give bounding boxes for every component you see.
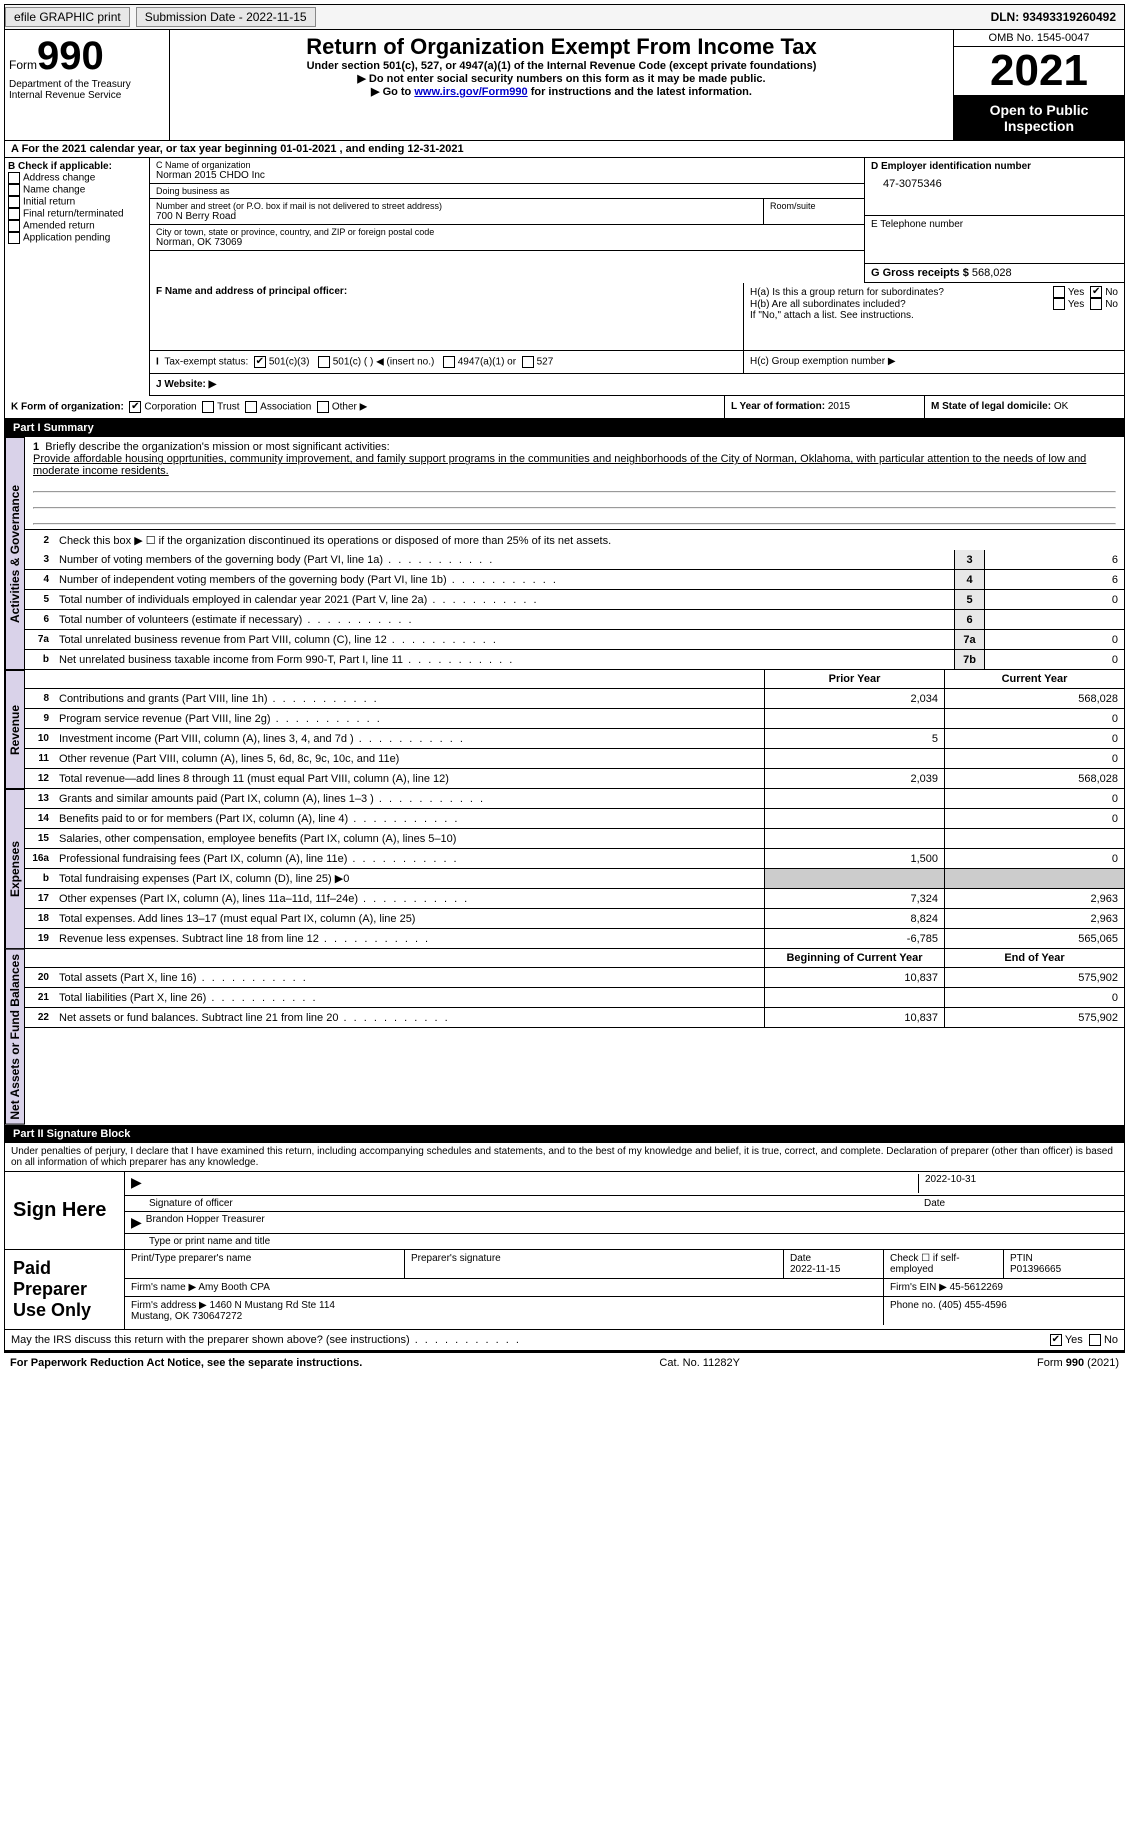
501c-checkbox[interactable]	[318, 356, 330, 368]
may-discuss-row: May the IRS discuss this return with the…	[4, 1330, 1125, 1351]
form-org-row: K Form of organization: Corporation Trus…	[5, 396, 724, 418]
mission-cell: 1 Briefly describe the organization's mi…	[25, 437, 1124, 530]
section-note: Under section 501(c), 527, or 4947(a)(1)…	[178, 60, 945, 72]
ha-no-checkbox[interactable]	[1090, 286, 1102, 298]
officer-name-title: Brandon Hopper Treasurer	[146, 1214, 265, 1231]
org-name-cell: C Name of organization Norman 2015 CHDO …	[150, 158, 864, 184]
may-no-checkbox[interactable]	[1089, 1334, 1101, 1346]
may-yes-checkbox[interactable]	[1050, 1334, 1062, 1346]
phone-cell: E Telephone number	[864, 216, 1124, 264]
state-domicile: M State of legal domicile: OK	[924, 396, 1124, 418]
final-return-checkbox[interactable]	[8, 208, 20, 220]
firm-addr-cell: Firm's address ▶ 1460 N Mustang Rd Ste 1…	[125, 1297, 884, 1325]
current-year-header: Current Year	[944, 670, 1124, 688]
firm-name-cell: Firm's name ▶ Amy Booth CPA	[125, 1279, 884, 1296]
form-title: Return of Organization Exempt From Incom…	[178, 34, 945, 60]
submission-date-button[interactable]: Submission Date - 2022-11-15	[136, 7, 316, 27]
arrow-icon: ▶	[131, 1214, 142, 1231]
revenue-label: Revenue	[5, 670, 25, 789]
name-change-checkbox[interactable]	[8, 184, 20, 196]
hb-no-checkbox[interactable]	[1090, 298, 1102, 310]
ha-yes-checkbox[interactable]	[1053, 286, 1065, 298]
501c3-checkbox[interactable]	[254, 356, 266, 368]
firm-ein-cell: Firm's EIN ▶ 45-5612269	[884, 1279, 1124, 1296]
ein-cell: D Employer identification number 47-3075…	[864, 158, 1124, 216]
expenses-label: Expenses	[5, 789, 25, 949]
ptin-cell: PTINP01396665	[1004, 1250, 1124, 1278]
4947-checkbox[interactable]	[443, 356, 455, 368]
ssn-note: ▶ Do not enter social security numbers o…	[178, 72, 945, 85]
end-year-header: End of Year	[944, 949, 1124, 967]
net-assets-label: Net Assets or Fund Balances	[5, 949, 25, 1125]
hc-cell: H(c) Group exemption number ▶	[744, 351, 1124, 373]
omb-number: OMB No. 1545-0047	[954, 30, 1124, 47]
footer: For Paperwork Reduction Act Notice, see …	[4, 1351, 1125, 1373]
527-checkbox[interactable]	[522, 356, 534, 368]
form-header: Form990 Department of the Treasury Inter…	[4, 30, 1125, 141]
prior-year-header: Prior Year	[764, 670, 944, 688]
sig-officer-label: Signature of officer	[131, 1198, 918, 1209]
activities-governance-label: Activities & Governance	[5, 437, 25, 670]
dba-cell: Doing business as	[150, 184, 864, 199]
tax-year: 2021	[954, 47, 1124, 96]
address-change-checkbox[interactable]	[8, 172, 20, 184]
city-cell: City or town, state or province, country…	[150, 225, 864, 251]
officer-cell: F Name and address of principal officer:	[150, 283, 744, 350]
hb-yes-checkbox[interactable]	[1053, 298, 1065, 310]
perjury-text: Under penalties of perjury, I declare th…	[4, 1143, 1125, 1172]
part-ii-header: Part II Signature Block	[4, 1125, 1125, 1143]
room-cell: Room/suite	[764, 199, 864, 224]
assoc-checkbox[interactable]	[245, 401, 257, 413]
firm-phone-cell: Phone no. (405) 455-4596	[884, 1297, 1124, 1325]
prep-sig-label: Preparer's signature	[405, 1250, 784, 1278]
beg-year-header: Beginning of Current Year	[764, 949, 944, 967]
sig-date: 2022-10-31	[918, 1174, 1118, 1193]
link-note: ▶ Go to www.irs.gov/Form990 for instruct…	[178, 85, 945, 98]
tax-exempt-row: I Tax-exempt status: 501(c)(3) 501(c) ( …	[150, 351, 744, 373]
year-formation: L Year of formation: 2015	[724, 396, 924, 418]
initial-return-checkbox[interactable]	[8, 196, 20, 208]
other-checkbox[interactable]	[317, 401, 329, 413]
prep-date-cell: Date2022-11-15	[784, 1250, 884, 1278]
corp-checkbox[interactable]	[129, 401, 141, 413]
open-inspection: Open to Public Inspection	[954, 96, 1124, 140]
toolbar: efile GRAPHIC print Submission Date - 20…	[4, 4, 1125, 30]
dept-treasury: Department of the Treasury Internal Reve…	[9, 79, 165, 101]
trust-checkbox[interactable]	[202, 401, 214, 413]
prep-name-label: Print/Type preparer's name	[125, 1250, 405, 1278]
gross-cell: G Gross receipts $ 568,028	[864, 264, 1124, 283]
irs-link[interactable]: www.irs.gov/Form990	[414, 86, 527, 98]
paid-preparer-label: Paid Preparer Use Only	[5, 1250, 125, 1329]
col-b-checkboxes: B Check if applicable: Address change Na…	[5, 158, 150, 396]
self-employed-cell: Check ☐ if self-employed	[884, 1250, 1004, 1278]
period-row: A For the 2021 calendar year, or tax yea…	[4, 141, 1125, 158]
application-pending-checkbox[interactable]	[8, 232, 20, 244]
street-cell: Number and street (or P.O. box if mail i…	[150, 199, 764, 224]
amended-return-checkbox[interactable]	[8, 220, 20, 232]
date-label: Date	[918, 1198, 1118, 1209]
part-i-header: Part I Summary	[4, 419, 1125, 437]
h-group-cell: H(a) Is this a group return for subordin…	[744, 283, 1124, 350]
website-row: J Website: ▶	[150, 374, 1124, 396]
efile-print-button[interactable]: efile GRAPHIC print	[5, 7, 130, 27]
dln: DLN: 93493319260492	[991, 10, 1124, 24]
form-number: Form990	[9, 34, 165, 79]
name-title-label: Type or print name and title	[131, 1236, 270, 1247]
arrow-icon: ▶	[131, 1174, 142, 1193]
sign-here-label: Sign Here	[5, 1172, 125, 1249]
